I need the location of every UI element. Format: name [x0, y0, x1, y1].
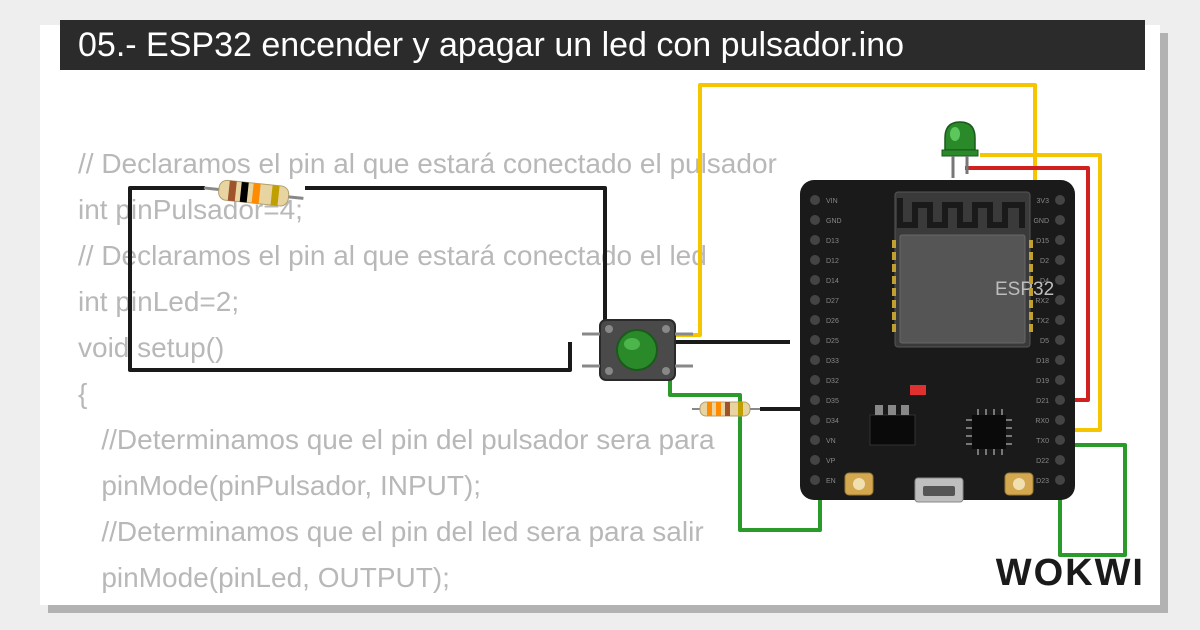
code-line: int pinLed=2; [78, 286, 239, 317]
code-line: { [78, 378, 87, 409]
wokwi-logo: WOKWI [996, 552, 1145, 595]
code-line: pinMode(pinPulsador, INPUT); [78, 470, 481, 501]
code-line: void setup() [78, 332, 224, 363]
code-line: pinMode(pinLed, OUTPUT); [78, 562, 450, 593]
code-line: // Declaramos el pin al que estará conec… [78, 240, 707, 271]
code-line: //Determinamos que el pin del led sera p… [78, 516, 704, 547]
code-line: // Declaramos el pin al que estará conec… [78, 148, 777, 179]
title-bar: 05.- ESP32 encender y apagar un led con … [60, 20, 1145, 70]
code-block: // Declaramos el pin al que estará conec… [78, 95, 1118, 601]
code-line: int pinPulsador=4; [78, 194, 303, 225]
code-line: //Determinamos que el pin del pulsador s… [78, 424, 715, 455]
page-title: 05.- ESP32 encender y apagar un led con … [78, 26, 904, 64]
